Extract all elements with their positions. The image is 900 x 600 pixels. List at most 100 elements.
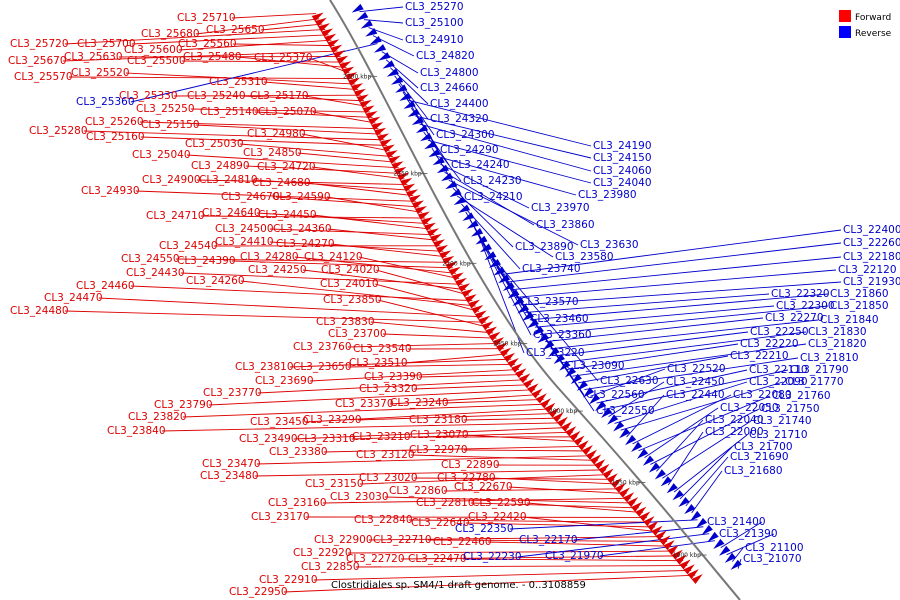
forward-gene-label: CL3_22900 (314, 534, 373, 546)
forward-gene-feature (439, 250, 452, 259)
reverse-gene-feature (625, 434, 637, 446)
forward-gene-feature (324, 33, 337, 43)
forward-label-leader (323, 445, 586, 453)
reverse-gene-feature (730, 559, 742, 570)
forward-gene-label: CL3_23770 (203, 387, 262, 399)
reverse-gene-feature (445, 180, 458, 190)
forward-label-leader (125, 72, 356, 85)
forward-gene-label: CL3_23540 (353, 343, 412, 355)
forward-gene-feature (647, 520, 659, 532)
forward-label-leader (301, 133, 391, 152)
forward-label-leader (180, 272, 463, 285)
forward-label-leader (195, 18, 320, 35)
forward-gene-feature (614, 482, 626, 494)
forward-gene-feature (333, 50, 346, 59)
forward-gene-feature (339, 61, 352, 70)
forward-label-leader (408, 519, 651, 523)
forward-label-leader (463, 449, 590, 452)
forward-gene-label: CL3_25680 (141, 28, 200, 40)
forward-label-leader (161, 422, 565, 432)
forward-label-leader (182, 403, 548, 418)
forward-gene-label: CL3_23370 (335, 398, 394, 410)
reverse-gene-label: CL3_23090 (566, 360, 625, 372)
gene-features (311, 3, 742, 585)
reverse-gene-feature (713, 538, 725, 549)
reverse-gene-label: CL3_24320 (430, 113, 489, 125)
forward-gene-label: CL3_24590 (272, 191, 331, 203)
forward-gene-label: CL3_23170 (251, 511, 310, 523)
forward-label-leader (256, 455, 594, 465)
reverse-gene-feature (373, 44, 387, 53)
forward-label-leader (374, 283, 480, 312)
reverse-label-leader (440, 163, 530, 209)
reverse-gene-label: CL3_21840 (820, 314, 879, 326)
reverse-gene-feature (432, 156, 445, 166)
forward-gene-label: CL3_23820 (128, 411, 187, 423)
reverse-gene-label: CL3_23570 (520, 296, 579, 308)
forward-label-leader (190, 108, 370, 113)
reverse-gene-label: CL3_22550 (596, 405, 655, 417)
reverse-label-leader (731, 547, 744, 562)
forward-gene-feature (374, 127, 387, 137)
forward-gene-label: CL3_23510 (349, 357, 408, 369)
reverse-label-leader (578, 355, 729, 384)
reverse-gene-label: CL3_22110 (749, 364, 808, 376)
reverse-gene-feature (564, 367, 577, 378)
forward-gene-feature (511, 363, 523, 373)
reverse-gene-feature (378, 52, 391, 61)
reverse-label-leader (596, 369, 748, 404)
forward-label-leader (389, 394, 540, 405)
legend-forward-label: Forward (855, 13, 891, 23)
reverse-gene-feature (360, 19, 373, 29)
forward-gene-label: CL3_23480 (200, 470, 259, 482)
forward-gene-feature (461, 288, 474, 298)
reverse-gene-label: CL3_22450 (666, 376, 725, 388)
forward-gene-label: CL3_22470 (408, 553, 467, 565)
forward-gene-feature (368, 116, 381, 125)
reverse-gene-label: CL3_22260 (843, 237, 900, 249)
reverse-gene-feature (498, 274, 511, 284)
forward-gene-feature (671, 549, 683, 560)
forward-gene-label: CL3_24010 (320, 278, 379, 290)
forward-gene-label: CL3_24270 (276, 238, 335, 250)
forward-gene-feature (330, 44, 343, 54)
forward-gene-label: CL3_25140 (200, 106, 259, 118)
forward-label-leader (283, 574, 696, 593)
forward-gene-feature (471, 304, 484, 315)
reverse-label-leader (529, 293, 829, 321)
forward-gene-label: CL3_23390 (364, 371, 423, 383)
reverse-gene-feature (642, 455, 655, 466)
forward-gene-feature (573, 435, 585, 446)
forward-gene-feature (388, 155, 401, 165)
legend-reverse-swatch (839, 26, 851, 38)
forward-label-leader (257, 379, 527, 394)
forward-gene-label: CL3_23830 (316, 316, 375, 328)
forward-gene-feature (336, 55, 349, 65)
forward-gene-label: CL3_23380 (269, 446, 328, 458)
reverse-gene-label: CL3_21750 (761, 403, 820, 415)
reverse-label-leader (550, 319, 819, 350)
reverse-gene-feature (570, 373, 582, 385)
reverse-label-leader (673, 434, 748, 493)
forward-gene-feature (496, 342, 508, 352)
reverse-label-leader (602, 369, 789, 411)
forward-gene-feature (679, 559, 691, 570)
reverse-gene-feature (351, 3, 364, 13)
reverse-gene-feature (365, 27, 378, 37)
forward-gene-label: CL3_25330 (119, 90, 178, 102)
forward-label-leader (368, 536, 664, 541)
reverse-label-leader (444, 171, 535, 226)
forward-label-leader (384, 496, 635, 504)
forward-gene-label: CL3_22850 (301, 561, 360, 573)
reverse-gene-label: CL3_21970 (545, 550, 604, 562)
reverse-gene-label: CL3_22520 (667, 363, 726, 375)
forward-label-leader (175, 258, 450, 263)
forward-gene-label: CL3_23290 (303, 414, 362, 426)
forward-gene-feature (356, 94, 369, 103)
reverse-gene-label: CL3_22230 (463, 551, 522, 563)
reverse-gene-feature (601, 407, 613, 418)
forward-label-leader (377, 299, 490, 328)
forward-gene-feature (414, 205, 427, 215)
forward-gene-feature (345, 72, 358, 81)
